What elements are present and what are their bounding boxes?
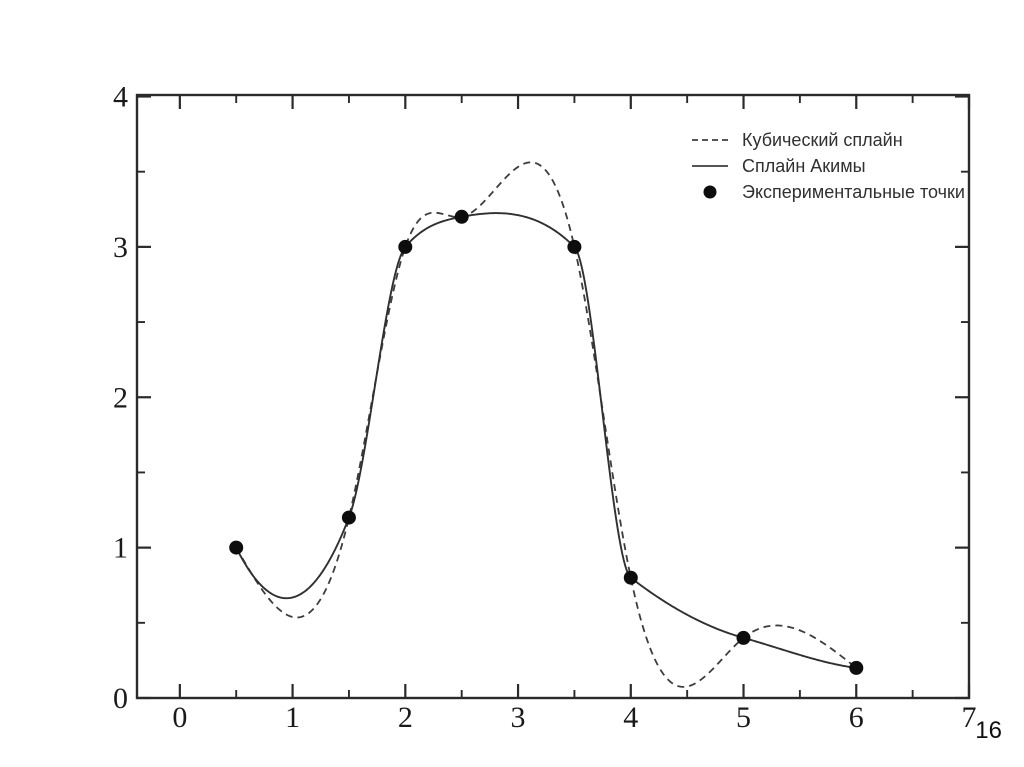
akima-spline-curve [235,212,857,669]
experimental-point [623,570,638,585]
legend-item: Сплайн Акимы [692,153,965,179]
axis-tick-labels: 0 1 2 3 4 5 6 7 0 1 2 3 4 [113,81,977,734]
x-tick-label: 2 [398,701,413,734]
legend: Кубический сплайн Сплайн Акимы Эксперимент… [692,127,965,205]
page-number: 16 [975,717,1002,744]
x-tick-label: 1 [285,701,300,734]
y-tick-label: 2 [113,381,128,414]
legend-item-label: Кубический сплайн [742,129,903,150]
y-tick-label: 0 [113,682,128,715]
legend-solid-line-sample [692,158,728,174]
experimental-points [229,209,864,675]
legend-item-label: Экспериментальные точки [742,181,965,202]
experimental-point [736,630,751,645]
legend-item: Экспериментальные точки [692,179,965,205]
legend-item-label: Сплайн Акимы [742,155,866,176]
x-tick-label: 3 [511,701,526,734]
x-tick-label: 0 [172,701,187,734]
y-tick-label: 1 [113,532,128,565]
x-tick-label: 6 [849,701,864,734]
experimental-point [398,239,413,254]
x-tick-label: 5 [736,701,751,734]
legend-item: Кубический сплайн [692,127,965,153]
legend-point-sample [692,184,728,200]
experimental-point [849,660,864,675]
axis-ticks [137,95,971,700]
spline-curves [235,161,857,688]
experimental-point [567,239,582,254]
y-tick-label: 4 [113,81,128,114]
x-tick-label: 7 [962,701,977,734]
experimental-point [229,540,244,555]
experimental-point [454,209,469,224]
legend-dashed-line-sample [692,132,728,148]
x-tick-label: 4 [623,701,638,734]
experimental-point [341,510,356,525]
y-tick-label: 3 [113,231,128,264]
cubic-spline-curve [235,161,857,688]
